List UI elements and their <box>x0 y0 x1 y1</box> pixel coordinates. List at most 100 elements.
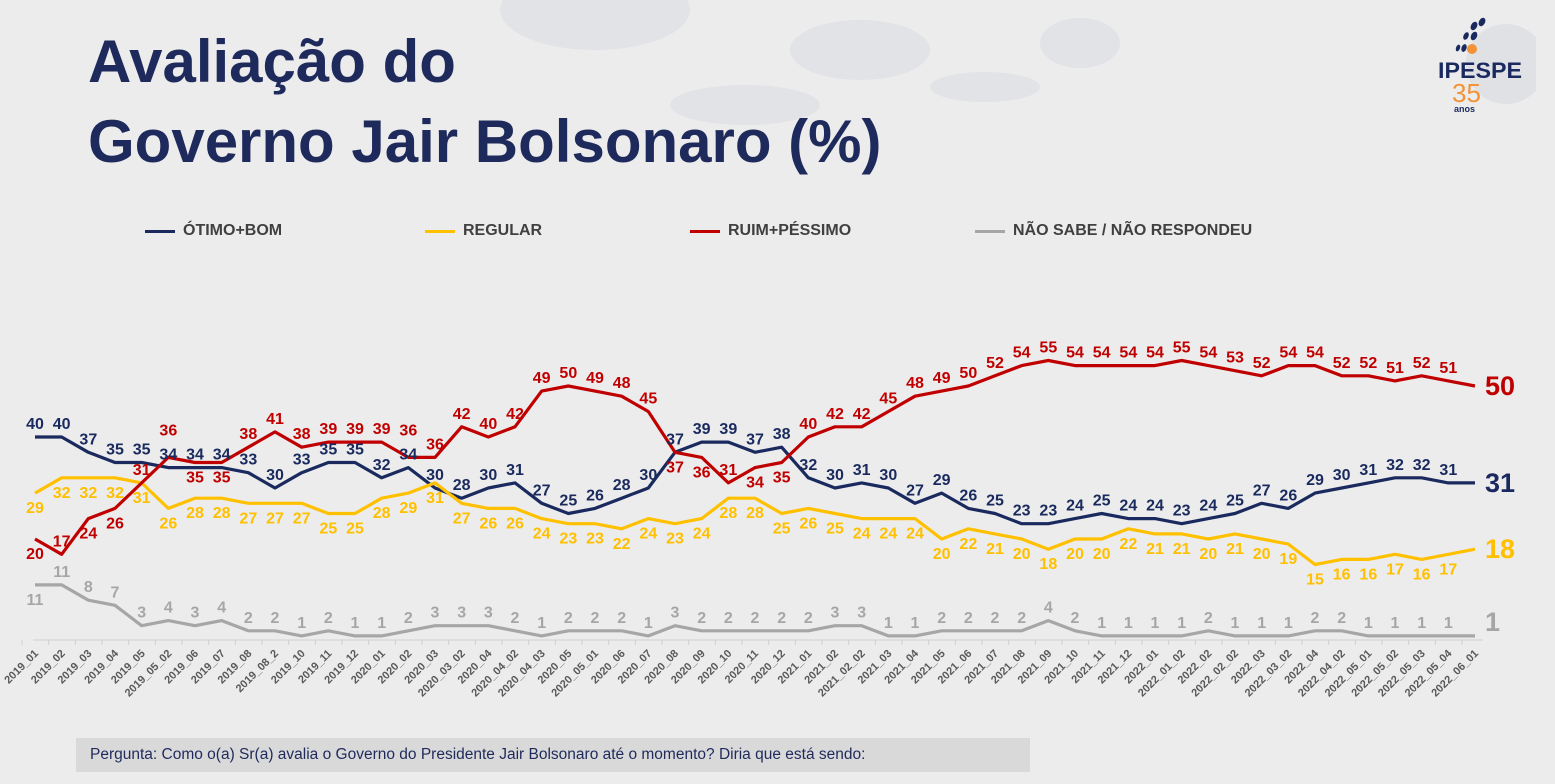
data-label: 16 <box>1359 566 1377 583</box>
data-label: 26 <box>799 515 817 532</box>
legend-item-regular: REGULAR <box>425 222 542 240</box>
data-label: 25 <box>1226 493 1244 510</box>
data-label: 48 <box>906 375 924 392</box>
data-label: 11 <box>27 592 44 609</box>
data-label: 36 <box>426 436 444 453</box>
data-label: 1 <box>297 615 306 632</box>
background-circle <box>670 85 820 125</box>
data-label: 2 <box>804 610 813 627</box>
legend-swatch <box>975 229 1005 233</box>
data-label: 20 <box>1253 546 1271 563</box>
series-line-1 <box>34 476 1476 567</box>
data-label: 23 <box>666 531 684 548</box>
data-label: 30 <box>1333 467 1351 484</box>
data-label: 42 <box>506 406 524 423</box>
data-label: 1 <box>911 615 920 632</box>
data-label: 2 <box>964 610 973 627</box>
data-label: 35 <box>106 442 124 459</box>
data-label: 52 <box>1413 355 1431 372</box>
data-label: 2 <box>751 610 760 627</box>
data-label: 31 <box>853 462 871 479</box>
data-label: 55 <box>1173 340 1191 357</box>
data-label: 35 <box>213 470 231 487</box>
data-label: 31 <box>133 462 151 479</box>
data-label: 26 <box>959 487 977 504</box>
data-label: 2 <box>511 610 520 627</box>
data-label: 39 <box>693 421 711 438</box>
data-label: 21 <box>1226 541 1244 558</box>
data-label: 24 <box>879 526 897 543</box>
data-label: 35 <box>773 470 791 487</box>
data-label: 15 <box>1306 572 1324 589</box>
data-label: 1 <box>1231 615 1240 632</box>
data-label: 2 <box>617 610 626 627</box>
title-line-2: Governo Jair Bolsonaro (%) <box>88 108 882 175</box>
data-label: 2 <box>404 610 413 627</box>
data-label: 16 <box>1333 566 1351 583</box>
data-label: 55 <box>1039 340 1057 357</box>
data-label: 2 <box>937 610 946 627</box>
data-label: 30 <box>879 467 897 484</box>
data-label: 30 <box>426 467 444 484</box>
data-label: 54 <box>1013 345 1031 362</box>
data-label: 36 <box>159 422 177 439</box>
data-label: 52 <box>1253 355 1271 372</box>
data-label: 36 <box>399 422 417 439</box>
data-label: 26 <box>106 515 124 532</box>
data-label: 29 <box>1306 472 1324 489</box>
data-label: 21 <box>1146 541 1164 558</box>
data-label: 1 <box>1124 615 1133 632</box>
data-label: 24 <box>1199 498 1217 515</box>
data-label: 26 <box>479 515 497 532</box>
data-label: 1 <box>1391 615 1400 632</box>
data-label: 27 <box>453 510 471 527</box>
data-label: 1 <box>1177 615 1186 632</box>
data-label: 23 <box>1039 503 1057 520</box>
data-label: 21 <box>986 541 1004 558</box>
data-label: 32 <box>106 485 124 502</box>
data-label: 39 <box>319 421 337 438</box>
background-circle <box>930 72 1040 102</box>
data-label: 20 <box>933 546 951 563</box>
data-label: 1 <box>1444 615 1453 632</box>
data-label: 33 <box>239 452 257 469</box>
data-label: 20 <box>1199 546 1217 563</box>
data-label: 2 <box>1071 610 1080 627</box>
data-label: 31 <box>719 462 737 479</box>
data-label: 37 <box>79 431 97 448</box>
data-label: 50 <box>959 365 977 382</box>
data-label: 20 <box>1066 546 1084 563</box>
data-label: 3 <box>857 605 866 622</box>
data-label: 22 <box>1119 536 1137 553</box>
data-label: 29 <box>399 500 417 517</box>
data-label-final: 18 <box>1485 534 1515 564</box>
data-label: 27 <box>1253 482 1271 499</box>
data-label: 1 <box>351 615 360 632</box>
data-label: 30 <box>479 467 497 484</box>
data-label: 17 <box>1439 561 1457 578</box>
data-label: 31 <box>1359 462 1377 479</box>
data-label: 25 <box>826 521 844 538</box>
data-label: 37 <box>746 431 764 448</box>
legend-item-ruim-pessimo: RUIM+PÉSSIMO <box>690 222 851 240</box>
data-label: 29 <box>933 472 951 489</box>
data-label: 52 <box>1359 355 1377 372</box>
data-label: 24 <box>1146 498 1164 515</box>
data-label: 25 <box>319 521 337 538</box>
data-label: 38 <box>293 426 311 443</box>
data-label: 29 <box>26 500 44 517</box>
question-text: Pergunta: Como o(a) Sr(a) avalia o Gover… <box>90 746 866 763</box>
data-label: 21 <box>1173 541 1191 558</box>
data-label: 38 <box>239 426 257 443</box>
data-label: 1 <box>1284 615 1293 632</box>
data-label: 32 <box>1413 457 1431 474</box>
data-label: 28 <box>213 505 231 522</box>
data-label: 24 <box>693 526 711 543</box>
data-label: 32 <box>373 457 391 474</box>
data-label: 35 <box>319 442 337 459</box>
data-label: 42 <box>453 406 471 423</box>
data-label: 34 <box>746 475 764 492</box>
data-label: 32 <box>799 457 817 474</box>
data-label: 24 <box>906 526 924 543</box>
data-label: 25 <box>986 493 1004 510</box>
